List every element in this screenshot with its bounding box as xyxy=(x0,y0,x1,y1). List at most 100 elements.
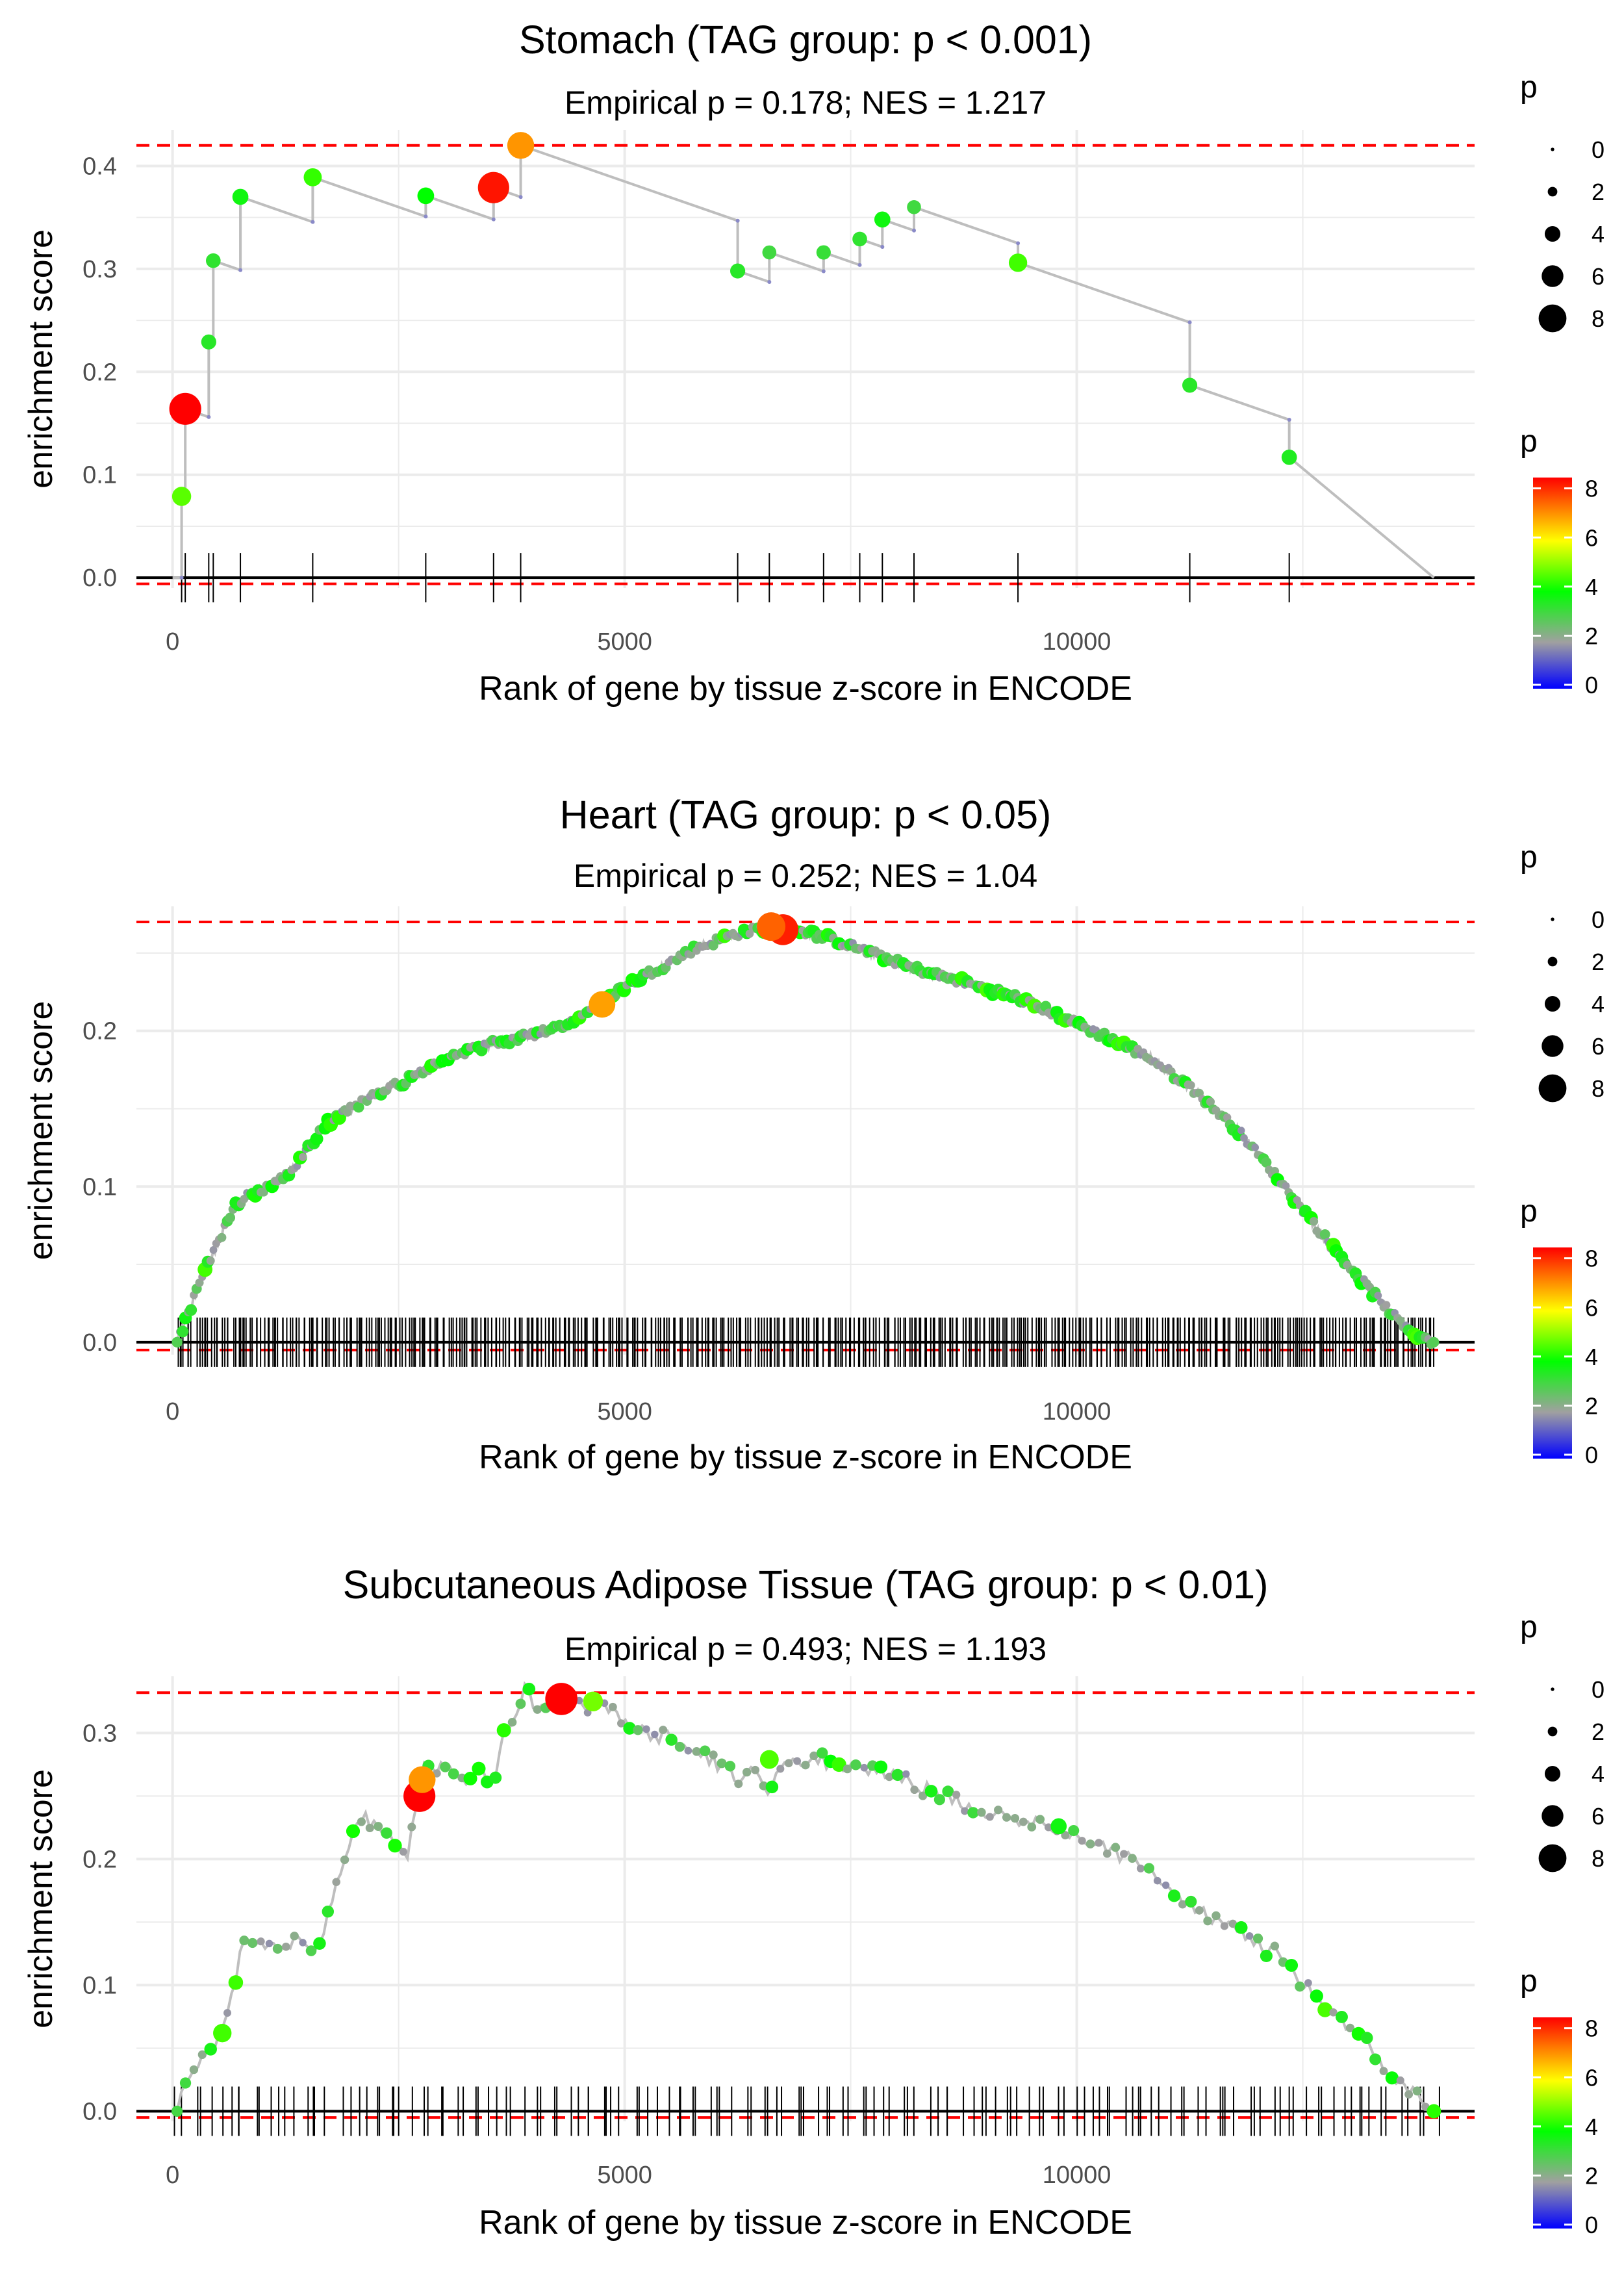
es-point xyxy=(448,1768,459,1780)
es-point xyxy=(533,1705,542,1714)
color-legend-label: 8 xyxy=(1585,476,1598,502)
es-point xyxy=(1111,1843,1121,1852)
chart-subtitle: Empirical p = 0.252; NES = 1.04 xyxy=(574,858,1037,894)
x-axis-title: Rank of gene by tissue z-score in ENCODE xyxy=(479,1438,1132,1476)
y-tick-label: 0.2 xyxy=(82,1018,117,1045)
color-legend-bar xyxy=(1533,478,1572,689)
es-point xyxy=(1061,1831,1070,1840)
es-point-small xyxy=(1187,320,1192,325)
size-legend-dot xyxy=(1551,917,1554,921)
es-point xyxy=(1002,1813,1011,1822)
es-hit-point xyxy=(201,334,216,350)
es-point xyxy=(1128,1854,1137,1863)
es-point xyxy=(185,1304,197,1316)
es-point xyxy=(223,2009,231,2017)
es-point xyxy=(374,1822,383,1832)
es-hit-point xyxy=(1050,1818,1067,1835)
size-legend-label: 4 xyxy=(1592,1761,1605,1787)
chart-title: Subcutaneous Adipose Tissue (TAG group: … xyxy=(343,1563,1269,1607)
es-point xyxy=(217,1233,227,1242)
es-point xyxy=(1078,1837,1086,1845)
es-point xyxy=(633,1725,643,1735)
es-point xyxy=(1136,1864,1145,1872)
chart-subtitle: Empirical p = 0.178; NES = 1.217 xyxy=(565,84,1047,121)
es-point xyxy=(1336,2010,1348,2023)
es-point xyxy=(1153,1876,1161,1885)
es-point xyxy=(1044,1823,1053,1832)
size-legend-label: 2 xyxy=(1592,179,1605,205)
y-tick-label: 0.3 xyxy=(82,1720,117,1747)
es-hit-point xyxy=(303,168,322,186)
x-axis-title: Rank of gene by tissue z-score in ENCODE xyxy=(479,670,1132,708)
es-point xyxy=(860,1763,869,1772)
color-legend-label: 4 xyxy=(1585,2114,1598,2140)
es-line xyxy=(175,1681,1435,2116)
es-hit-point xyxy=(852,231,867,247)
es-hit-point xyxy=(545,1683,578,1715)
es-point xyxy=(1237,1127,1245,1134)
panel-2: Heart (TAG group: p < 0.05) Empirical p =… xyxy=(22,793,1605,1476)
legend-3: p 0 2 4 6 8 p 0 2 4 6 8 xyxy=(1520,1610,1605,2238)
es-point xyxy=(692,1747,702,1756)
es-point xyxy=(343,1108,352,1117)
es-point xyxy=(522,1682,536,1696)
es-point xyxy=(1369,2053,1382,2065)
y-tick-label: 0.4 xyxy=(82,153,117,180)
es-point xyxy=(793,1757,802,1765)
es-point xyxy=(1404,2090,1414,2099)
chart-title: Heart (TAG group: p < 0.05) xyxy=(560,793,1052,837)
size-legend-dot xyxy=(1544,225,1561,242)
es-point xyxy=(967,1807,979,1819)
color-legend-label: 4 xyxy=(1585,1344,1598,1370)
es-point xyxy=(1261,1157,1272,1168)
es-hit-point xyxy=(762,245,777,260)
es-point xyxy=(305,1945,317,1956)
gridlines xyxy=(136,1676,1475,2121)
es-hit-point xyxy=(816,245,831,260)
es-point xyxy=(1309,1217,1319,1226)
chart-subtitle: Empirical p = 0.493; NES = 1.193 xyxy=(565,1631,1047,1667)
es-point xyxy=(874,1760,888,1774)
es-point xyxy=(1068,1824,1080,1837)
es-point xyxy=(831,1757,846,1772)
es-point xyxy=(1385,2071,1399,2085)
y-tick-label: 0.0 xyxy=(82,1329,117,1357)
es-point-small xyxy=(491,217,496,222)
size-legend-label: 6 xyxy=(1592,1033,1605,1060)
es-point xyxy=(463,1771,477,1785)
es-point xyxy=(1260,1949,1273,1963)
es-point xyxy=(1085,1839,1095,1848)
es-point xyxy=(1295,1981,1305,1992)
es-point-small xyxy=(518,195,523,199)
es-point xyxy=(709,1750,718,1759)
es-point xyxy=(674,1741,685,1752)
es-point xyxy=(765,1780,779,1794)
es-point xyxy=(357,1817,366,1826)
color-legend-label: 8 xyxy=(1585,2015,1598,2042)
size-legend-dot xyxy=(1542,265,1564,287)
es-line xyxy=(175,919,1434,1347)
es-point xyxy=(734,1780,743,1789)
es-point xyxy=(933,1794,945,1806)
size-legend-dot xyxy=(1551,147,1554,151)
es-point xyxy=(1234,1921,1248,1934)
es-point-small xyxy=(179,576,184,580)
size-legend-dot xyxy=(1544,995,1561,1012)
es-point xyxy=(985,1813,994,1821)
es-point xyxy=(1379,2067,1388,2076)
es-point xyxy=(515,1698,526,1709)
es-point xyxy=(353,1101,364,1113)
es-hit-point xyxy=(409,1766,436,1793)
color-legend-label: 2 xyxy=(1585,622,1598,649)
es-point xyxy=(171,1336,183,1348)
x-tick-label: 0 xyxy=(166,1398,179,1425)
color-legend-label: 2 xyxy=(1585,1392,1598,1419)
color-legend-label: 8 xyxy=(1585,1246,1598,1272)
es-hit-point xyxy=(583,1691,603,1712)
y-tick-label: 0.2 xyxy=(82,359,117,386)
es-point xyxy=(1102,1849,1111,1858)
size-legend-label: 0 xyxy=(1592,1676,1605,1703)
es-point xyxy=(742,1767,752,1777)
color-legend-label: 6 xyxy=(1585,2064,1598,2091)
es-point xyxy=(659,1726,668,1735)
